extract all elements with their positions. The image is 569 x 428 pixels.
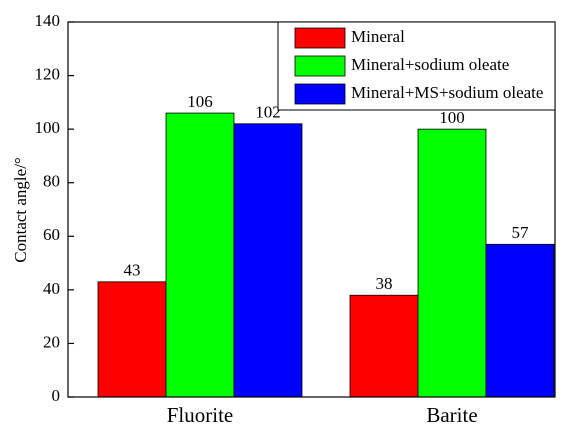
bar xyxy=(165,112,235,398)
y-tick-label: 0 xyxy=(52,386,61,405)
bar xyxy=(233,123,303,398)
y-tick-label: 20 xyxy=(43,332,60,351)
x-tick-label: Fluorite xyxy=(167,403,234,427)
legend-label: Mineral xyxy=(351,27,405,46)
x-tick-label: Barite xyxy=(426,403,477,427)
y-tick-label: 120 xyxy=(35,64,61,83)
value-label: 100 xyxy=(439,108,465,127)
bar xyxy=(485,243,555,398)
bar xyxy=(417,128,487,398)
legend-swatch xyxy=(294,55,346,77)
value-label: 106 xyxy=(187,92,213,111)
y-tick-label: 140 xyxy=(35,11,61,30)
value-label: 102 xyxy=(255,103,281,122)
bar xyxy=(349,294,419,398)
value-label: 38 xyxy=(376,274,393,293)
y-tick-label: 100 xyxy=(35,118,61,137)
legend-label: Mineral+sodium oleate xyxy=(351,55,509,74)
y-tick-label: 40 xyxy=(43,279,60,298)
y-axis-label: Contact angle/° xyxy=(11,157,30,262)
y-tick-label: 80 xyxy=(43,172,60,191)
legend-swatch xyxy=(294,83,346,105)
value-label: 57 xyxy=(512,223,530,242)
value-label: 43 xyxy=(124,261,141,280)
legend-swatch xyxy=(294,27,346,49)
legend-label: Mineral+MS+sodium oleate xyxy=(351,83,543,102)
y-tick-label: 60 xyxy=(43,225,60,244)
bar xyxy=(97,281,167,398)
